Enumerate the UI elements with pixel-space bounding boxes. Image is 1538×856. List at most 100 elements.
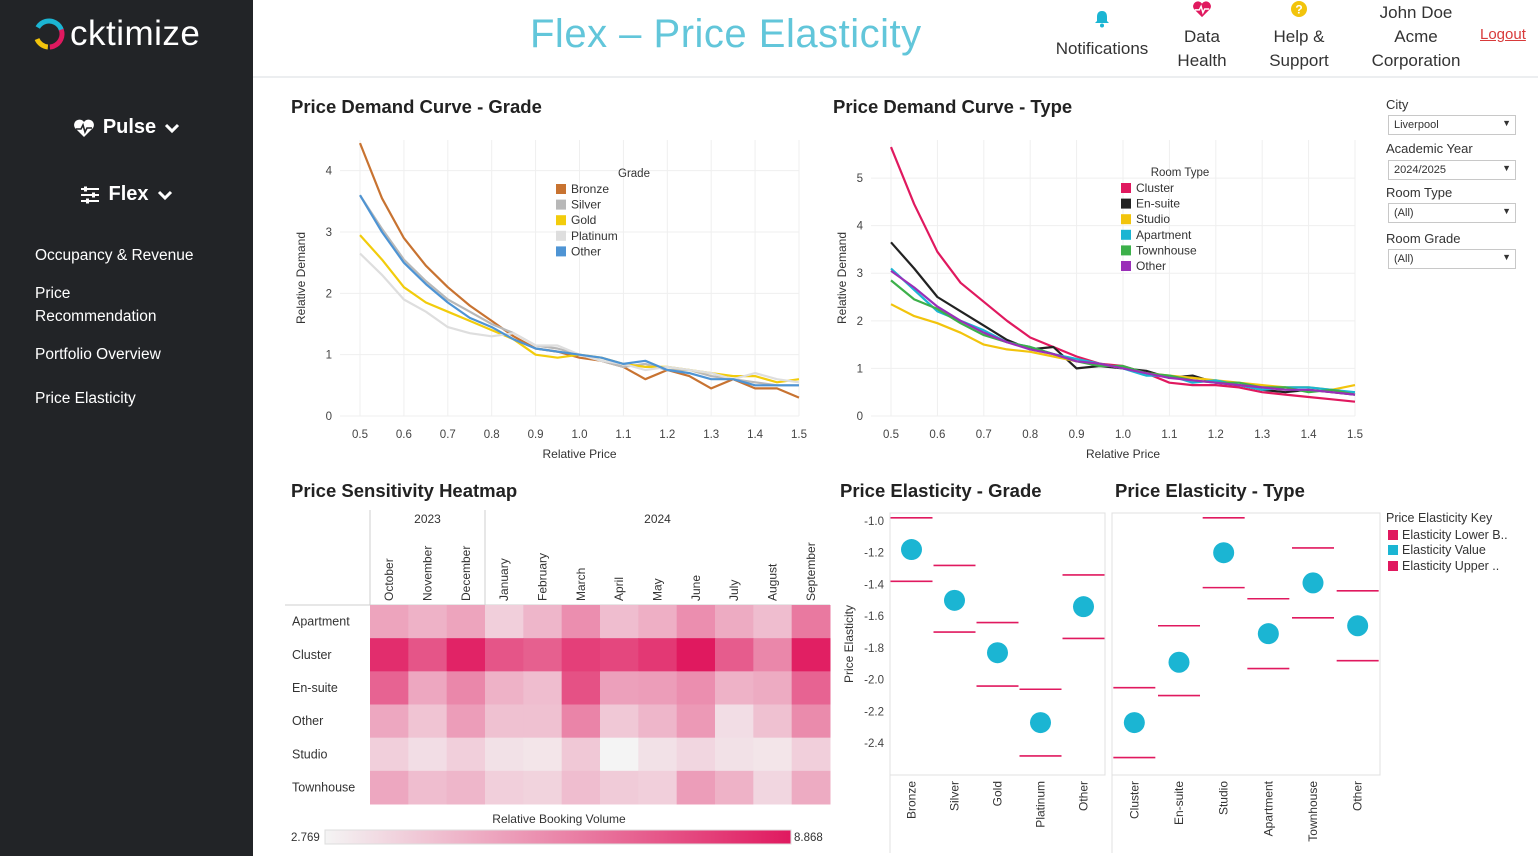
heatmap-cell — [638, 737, 678, 772]
city-select[interactable]: Liverpool ▼ — [1388, 115, 1516, 135]
y-tick-label: -2.2 — [864, 706, 884, 718]
x-tick-label: 1.2 — [1208, 429, 1224, 441]
nav-flex[interactable]: Flex — [0, 183, 253, 206]
logo[interactable]: cktimize — [30, 12, 200, 56]
notifications-button[interactable]: Notifications — [1048, 10, 1156, 61]
month-label: April — [612, 577, 626, 601]
heatmap-cell — [715, 638, 754, 672]
x-tick-label: 0.6 — [396, 429, 412, 441]
category-label: Apartment — [1261, 780, 1275, 836]
heatmap-cell — [638, 638, 678, 672]
heatmap-cell — [485, 638, 524, 672]
legend-label: Platinum — [571, 229, 618, 243]
heatmap-cell — [485, 737, 524, 772]
y-tick-label: 5 — [857, 173, 863, 185]
room-type-select[interactable]: (All) ▼ — [1388, 203, 1516, 223]
y-tick-label: 1 — [326, 350, 332, 362]
x-tick-label: 1.1 — [615, 429, 631, 441]
heatmap-cell — [791, 737, 831, 772]
grade-curve-title: Price Demand Curve - Grade — [291, 96, 542, 117]
data-health-button[interactable]: Data Health — [1168, 0, 1236, 73]
svg-text:?: ? — [1295, 3, 1302, 17]
heatmap-cell — [715, 671, 754, 705]
year-select[interactable]: 2024/2025 ▼ — [1388, 160, 1516, 180]
heatmap-cell — [600, 737, 639, 772]
legend-swatch — [556, 246, 566, 257]
user-name: John Doe Acme Corporation — [1371, 3, 1461, 70]
legend-label: Other — [1136, 259, 1166, 273]
legend-label: Cluster — [1136, 181, 1174, 195]
chevron-down-icon — [157, 190, 172, 200]
nav-price-recommendation[interactable]: Price Recommendation — [35, 285, 157, 325]
heatmap-cell — [676, 737, 716, 772]
heatmap-cell — [753, 671, 793, 705]
elasticity-point-townhouse — [1302, 572, 1324, 594]
legend-swatch — [556, 199, 566, 210]
key-lower-label: Elasticity Lower B.. — [1402, 528, 1508, 542]
top-bar: Flex – Price Elasticity Notifications Da… — [253, 0, 1538, 78]
heatmap-cell — [408, 638, 448, 672]
room-type-label: Room Type — [1386, 185, 1453, 200]
x-tick-label: 1.4 — [747, 429, 764, 441]
heatmap-legend-bar — [324, 829, 792, 845]
month-label: October — [382, 558, 396, 601]
series-line-townhouse — [890, 279, 1356, 396]
month-label: June — [689, 575, 703, 601]
chevron-down-icon — [165, 123, 180, 133]
y-axis-label: Price Elasticity — [842, 605, 856, 683]
elasticity-point-studio — [1213, 542, 1235, 564]
heatmap-cell — [715, 605, 754, 639]
nav-occupancy-revenue[interactable]: Occupancy & Revenue — [35, 247, 194, 264]
heatmap-cell — [638, 704, 678, 739]
heatmap-cell — [753, 638, 793, 672]
heatmap-cell — [523, 605, 563, 639]
heatmap-cell — [600, 704, 639, 739]
help-support-button[interactable]: ? Help & Support — [1258, 0, 1340, 73]
legend-label: Silver — [571, 198, 601, 212]
heatmap-cell — [561, 737, 601, 772]
heatmap-cell — [408, 605, 448, 639]
heatmap-cell — [561, 704, 601, 739]
sidebar: cktimize Pulse Flex Occupancy & Revenue … — [0, 0, 253, 856]
nav-price-elasticity[interactable]: Price Elasticity — [35, 390, 136, 407]
nav-portfolio-overview[interactable]: Portfolio Overview — [35, 346, 161, 363]
notifications-label: Notifications — [1055, 39, 1149, 58]
heatmap-cell — [523, 770, 563, 805]
heatmap-title: Price Sensitivity Heatmap — [291, 480, 518, 501]
x-tick-label: 0.9 — [1069, 429, 1085, 441]
month-label: November — [421, 546, 435, 601]
y-tick-label: -1.8 — [864, 643, 884, 655]
type-curve-title: Price Demand Curve - Type — [833, 96, 1073, 117]
heatmap-cell — [753, 605, 793, 639]
month-label: February — [536, 553, 550, 601]
heatmap-cell — [561, 638, 601, 672]
heatmap-cell — [753, 770, 793, 805]
key-upper-label: Elasticity Upper .. — [1402, 559, 1500, 573]
heatmap-cell — [676, 671, 716, 705]
y-tick-label: 4 — [857, 221, 864, 233]
room-grade-select[interactable]: (All) ▼ — [1388, 249, 1516, 269]
x-tick-label: 0.8 — [1022, 429, 1038, 441]
series-line-other — [359, 194, 799, 387]
row-label: En-suite — [292, 681, 338, 695]
x-tick-label: 0.8 — [484, 429, 500, 441]
x-axis-label: Relative Price — [542, 447, 616, 461]
heatmap-cell — [753, 704, 793, 739]
elasticity-grade-chart: -1.0 -1.2 -1.4 -1.6 -1.8 -2.0 -2.2 -2.4 Price El… — [842, 512, 1106, 853]
key-item-lower: Elasticity Lower B.. — [1388, 528, 1508, 542]
heatmap-cell — [523, 638, 563, 672]
help-icon: ? — [1291, 1, 1307, 17]
elasticity-point-platinum — [1030, 712, 1051, 734]
type-demand-chart: 0.5 0.6 0.7 0.8 0.9 1.0 1.1 1.2 1.3 1.4 1.5 0 1 2 3 4 5 R… — [835, 140, 1363, 461]
x-tick-label: 1.5 — [791, 429, 807, 441]
heatmap-cell — [600, 770, 639, 805]
legend-swatch — [1121, 214, 1131, 225]
logout-link[interactable]: Logout — [1480, 26, 1526, 43]
room-type-value: (All) — [1394, 207, 1414, 219]
heatmap-cell — [715, 737, 754, 772]
nav-pulse[interactable]: Pulse — [0, 116, 253, 139]
category-label: Other — [1351, 781, 1365, 811]
y-tick-label: -1.6 — [864, 611, 884, 623]
y-axis-label: Relative Demand — [294, 232, 308, 324]
category-label: Cluster — [1127, 781, 1141, 819]
